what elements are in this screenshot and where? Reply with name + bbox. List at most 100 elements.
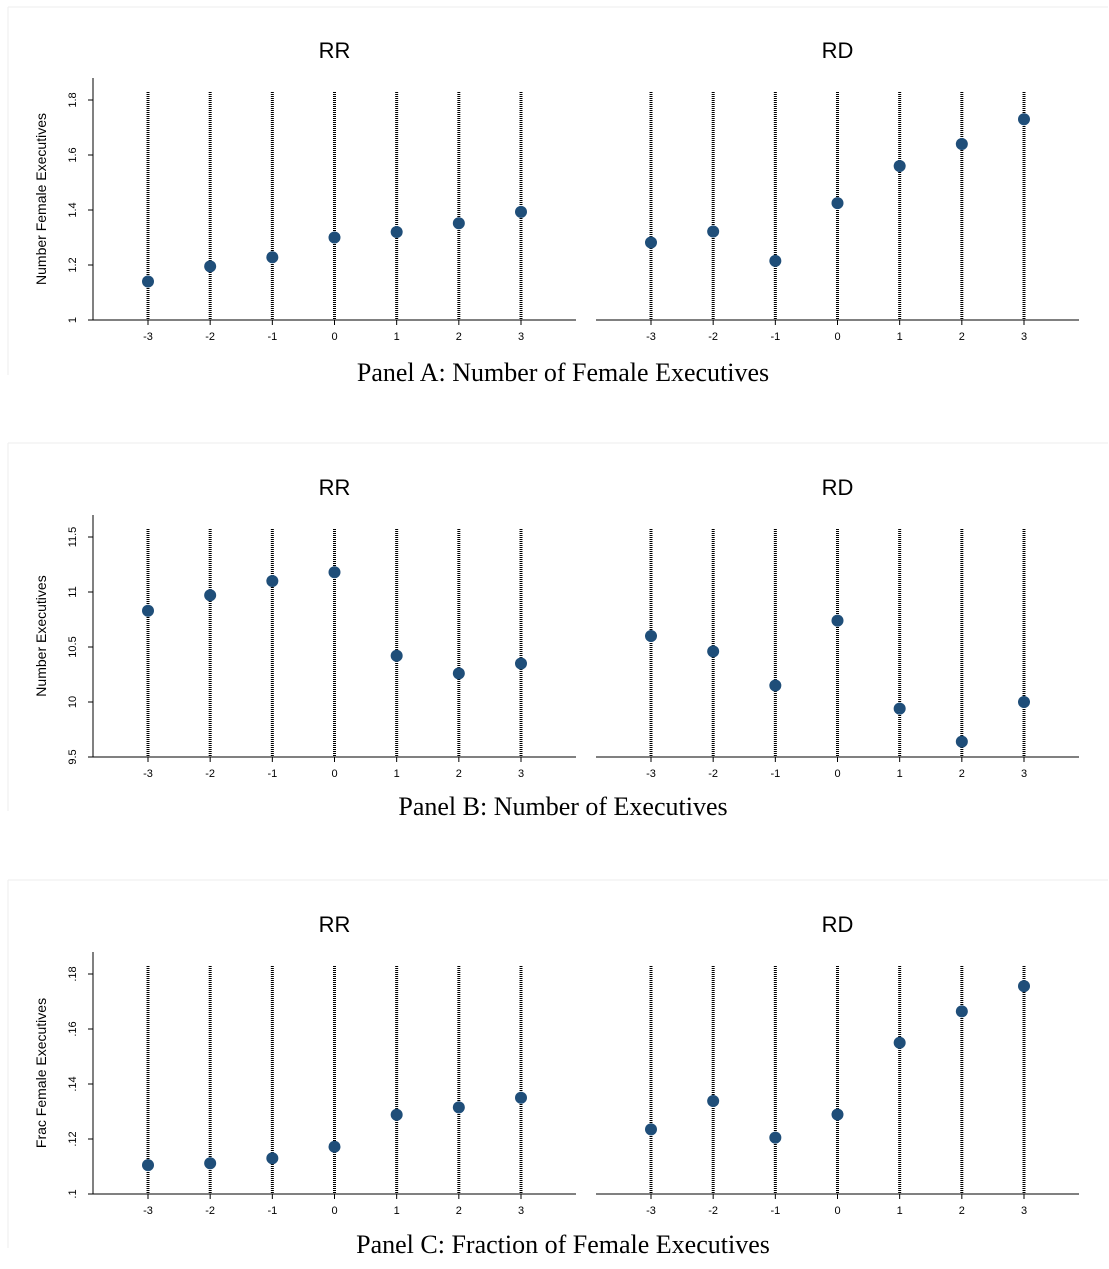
x-tick-label: -1 [770,331,780,343]
x-tick-label: 3 [518,768,524,780]
subplot-title: RR [319,38,351,63]
x-tick-label: -1 [770,768,780,780]
x-tick-label: 3 [1021,1205,1027,1217]
y-tick-label: 11.5 [67,527,79,548]
data-point [831,1108,844,1121]
x-tick-label: -3 [143,768,153,780]
x-tick-label: 1 [897,768,903,780]
data-point [515,205,527,218]
data-point [645,1123,657,1136]
data-point [452,667,465,680]
x-tick-label: 3 [518,1205,524,1217]
data-point [769,1131,782,1144]
data-point [893,160,906,172]
data-point [390,1108,403,1121]
x-tick-label: 0 [331,331,337,343]
x-tick-label: -2 [708,768,718,780]
x-tick-label: 1 [394,768,400,780]
x-tick-label: 3 [1021,331,1027,343]
data-point [328,1140,341,1153]
x-tick-label: -1 [267,1205,277,1217]
x-tick-label: 2 [959,1205,965,1217]
x-tick-label: -3 [143,1205,153,1217]
data-point [707,1095,720,1108]
y-axis-label: Number Executives [33,575,49,696]
x-tick-label: -3 [143,331,153,343]
subplot-title: RD [822,475,854,500]
data-point [266,1152,279,1165]
data-point [769,679,782,692]
x-tick-label: 1 [394,331,400,343]
data-point [204,589,217,602]
x-tick-label: -3 [646,1205,656,1217]
y-tick-label: 1.8 [67,92,79,107]
data-point [142,275,154,288]
y-tick-label: 1.4 [67,202,79,217]
subplot-rr: RR -3 -2 -1 0 1 2 3 .1 .12 .14 .16 .18 [67,912,576,1217]
data-point [328,231,341,244]
data-point [266,575,279,587]
x-tick-label: 3 [518,331,524,343]
subplot-title: RD [822,912,854,937]
y-tick-label: 11 [67,586,79,597]
y-axis-label: Frac Female Executives [33,998,49,1148]
subplot-rd: RD -3 -2 -1 0 1 2 3 [596,38,1079,343]
data-point [955,1005,968,1018]
x-tick-label: 1 [897,1205,903,1217]
x-tick-label: 3 [1021,768,1027,780]
x-tick-label: -1 [267,331,277,343]
data-point [1018,980,1030,993]
data-point [390,649,403,662]
data-point [645,236,657,249]
data-point [893,702,906,715]
x-tick-label: 0 [331,1205,337,1217]
subplot-rr: RR -3 -2 -1 0 1 2 3 1 1.2 1.4 1.6 1.8 [67,38,576,343]
x-tick-label: 2 [456,1205,462,1217]
x-tick-label: 0 [834,331,840,343]
subplot-title: RR [319,912,351,937]
y-tick-label: 10.5 [67,636,79,657]
x-tick-label: -2 [205,1205,215,1217]
x-tick-label: 2 [959,331,965,343]
subplot-title: RD [822,38,854,63]
subplot-rr: RR -3 -2 -1 0 1 2 3 9.5 10 10.5 11 11.5 [67,475,576,780]
panel-caption: Panel A: Number of Female Executives [357,358,769,387]
y-tick-label: 1.6 [67,147,79,162]
x-tick-label: 2 [456,331,462,343]
panel-caption: Panel C: Fraction of Female Executives [356,1230,770,1259]
data-point [1018,696,1030,708]
subplot-title: RR [319,475,351,500]
data-point [452,1101,465,1114]
y-tick-label: 9.5 [67,749,79,764]
y-tick-label: .1 [67,1189,79,1198]
x-tick-label: 0 [834,1205,840,1217]
y-axis-label: Number Female Executives [33,113,49,285]
data-point [328,566,341,579]
x-tick-label: -2 [205,768,215,780]
data-point [769,254,782,267]
subplot-rd: RD -3 -2 -1 0 1 2 3 [596,912,1079,1217]
x-tick-label: -2 [205,331,215,343]
y-tick-label: .16 [67,1021,79,1036]
data-point [707,225,720,238]
x-tick-label: 2 [959,768,965,780]
y-tick-label: .14 [67,1076,79,1091]
x-tick-label: 2 [456,768,462,780]
data-point [390,226,403,238]
data-point [204,260,217,273]
x-tick-label: 1 [897,331,903,343]
y-tick-label: 10 [67,696,79,708]
data-point [266,251,279,264]
data-point [142,604,154,617]
x-tick-label: -1 [267,768,277,780]
y-tick-label: 1 [67,317,79,323]
data-point [452,217,465,230]
y-tick-label: .18 [67,966,79,981]
y-tick-label: 1.2 [67,257,79,272]
panel-caption: Panel B: Number of Executives [398,792,727,821]
data-point [831,197,844,210]
subplot-rd: RD -3 -2 -1 0 1 2 3 [596,475,1079,780]
x-tick-label: 1 [394,1205,400,1217]
